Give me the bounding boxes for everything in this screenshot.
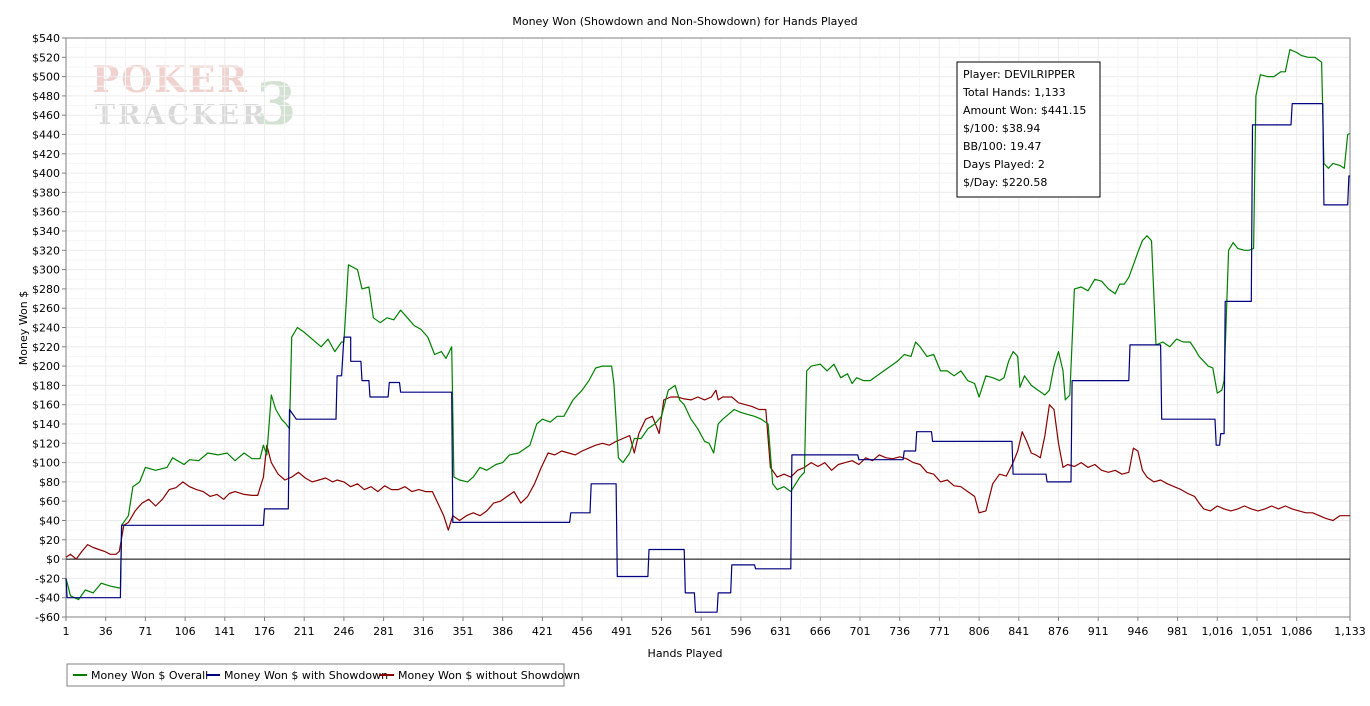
x-tick-label: 526	[651, 625, 672, 638]
legend-frame	[66, 663, 565, 687]
y-tick-label: -$20	[35, 572, 60, 585]
y-tick-label: $180	[32, 379, 60, 392]
x-tick-label: 666	[810, 625, 831, 638]
y-tick-label: $440	[32, 129, 60, 142]
y-tick-label: $300	[32, 264, 60, 277]
x-tick-label: 106	[175, 625, 196, 638]
x-tick-label: 771	[929, 625, 950, 638]
x-tick-label: 596	[730, 625, 751, 638]
x-tick-label: 141	[214, 625, 235, 638]
legend: Money Won $ Overall Money Won $ with Show…	[66, 663, 580, 687]
series-line-money-won-without-showdown	[65, 389, 1350, 560]
chart-title: Money Won (Showdown and Non-Showdown) fo…	[512, 15, 857, 28]
y-tick-label: $480	[32, 90, 60, 103]
x-tick-label: 911	[1088, 625, 1109, 638]
legend-entry-label: Money Won $ Overall	[91, 669, 208, 682]
y-tick-label: $40	[39, 515, 60, 528]
grid-lines	[65, 37, 1351, 618]
y-tick-label: $240	[32, 322, 60, 335]
x-tick-label: 1	[63, 625, 70, 638]
x-tick-label: 71	[138, 625, 152, 638]
y-tick-label: $280	[32, 283, 60, 296]
y-tick-label: -$40	[35, 592, 60, 605]
x-tick-label: 386	[492, 625, 513, 638]
series-line-money-won-with-showdown	[65, 103, 1350, 613]
y-tick-label: $260	[32, 302, 60, 315]
y-tick-label: $400	[32, 167, 60, 180]
y-tick-label: $140	[32, 418, 60, 431]
y-tick-label: $460	[32, 109, 60, 122]
y-tick-label: $120	[32, 437, 60, 450]
watermark-mark: 3	[256, 70, 296, 138]
x-tick-label: 631	[770, 625, 791, 638]
y-tick-label: $420	[32, 148, 60, 161]
x-tick-label: 351	[452, 625, 473, 638]
player-stat-line: Amount Won: $441.15	[963, 104, 1086, 117]
x-tick-label: 1,133	[1334, 625, 1366, 638]
y-tick-label: $500	[32, 71, 60, 84]
legend-entry-label: Money Won $ with Showdown	[224, 669, 388, 682]
x-tick-label: 246	[333, 625, 354, 638]
x-tick-label: 176	[254, 625, 275, 638]
x-tick-label: 561	[691, 625, 712, 638]
x-tick-label: 946	[1127, 625, 1148, 638]
x-tick-label: 211	[294, 625, 315, 638]
y-tick-label: $360	[32, 206, 60, 219]
x-tick-label: 1,016	[1202, 625, 1234, 638]
x-tick-label: 316	[413, 625, 434, 638]
player-stat-line: $/Day: $220.58	[963, 176, 1047, 189]
y-tick-label: $60	[39, 495, 60, 508]
x-tick-label: 701	[849, 625, 870, 638]
x-tick-label: 876	[1048, 625, 1069, 638]
player-stats-box-frame	[956, 61, 1101, 198]
x-tick-label: 806	[969, 625, 990, 638]
y-tick-label: $340	[32, 225, 60, 238]
x-tick-label: 491	[611, 625, 632, 638]
player-stat-line: Player: DEVILRIPPER	[963, 68, 1076, 81]
y-tick-label: $0	[46, 553, 60, 566]
y-tick-label: $220	[32, 341, 60, 354]
legend-entry-label: Money Won $ without Showdown	[398, 669, 580, 682]
x-tick-label: 841	[1008, 625, 1029, 638]
player-stat-line: Total Hands: 1,133	[962, 86, 1066, 99]
y-tick-label: -$60	[35, 611, 60, 624]
x-tick-label: 421	[532, 625, 553, 638]
y-axis-label: Money Won $	[17, 291, 30, 365]
series-lines	[65, 49, 1351, 613]
player-stat-line: $/100: $38.94	[963, 122, 1040, 135]
y-tick-label: $540	[32, 32, 60, 45]
series-line-money-won-overall	[65, 49, 1351, 601]
x-tick-label: 36	[99, 625, 113, 638]
x-tick-label: 736	[889, 625, 910, 638]
player-stat-line: Days Played: 2	[963, 158, 1045, 171]
y-tick-label: $160	[32, 399, 60, 412]
x-tick-label: 456	[572, 625, 593, 638]
x-axis-ticks: 1 36 71 106 141 176 211 246 281 316 351 386 421 456 49…	[63, 617, 1366, 638]
x-tick-label: 1,086	[1281, 625, 1313, 638]
x-tick-label: 281	[373, 625, 394, 638]
y-tick-label: $80	[39, 476, 60, 489]
y-tick-label: $200	[32, 360, 60, 373]
y-tick-label: $100	[32, 457, 60, 470]
player-stats-box: Player: DEVILRIPPER Total Hands: 1,133 Amo…	[956, 61, 1101, 198]
player-stat-line: BB/100: 19.47	[963, 140, 1042, 153]
y-tick-label: $20	[39, 534, 60, 547]
x-axis-label: Hands Played	[648, 647, 723, 660]
x-tick-label: 981	[1167, 625, 1188, 638]
x-tick-label: 1,051	[1241, 625, 1273, 638]
watermark-line1: POKER	[92, 59, 249, 101]
y-tick-label: $320	[32, 244, 60, 257]
y-tick-label: $520	[32, 51, 60, 64]
poker-tracker-watermark-logo: POKER TRACKER 3	[92, 59, 296, 138]
y-axis-ticks: -$60 -$40 -$20 $0 $20 $40 $60 $80 $100 $120 $140 $1…	[32, 32, 66, 624]
y-tick-label: $380	[32, 186, 60, 199]
